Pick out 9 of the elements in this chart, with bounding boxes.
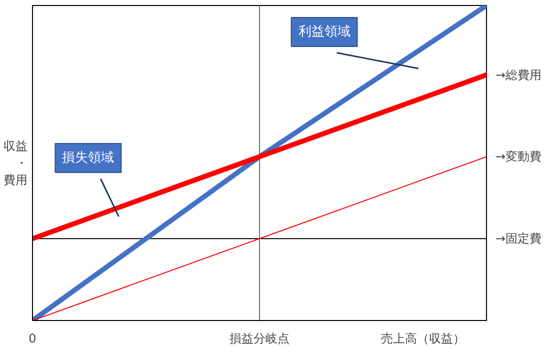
x-tick-label: 損益分岐点 [230, 332, 290, 346]
annotation: 利益領域 [298, 24, 350, 40]
x-axis-title: 売上高（収益） [380, 332, 465, 346]
series-label: →総費用 [496, 68, 542, 82]
series-label: →変動費 [496, 150, 542, 164]
x-tick-label: 0 [28, 332, 36, 346]
y-axis-title: 収益・費用 [4, 139, 28, 187]
annotation: 損失領域 [62, 150, 114, 166]
ref-line-label: →固定費 [496, 232, 542, 246]
